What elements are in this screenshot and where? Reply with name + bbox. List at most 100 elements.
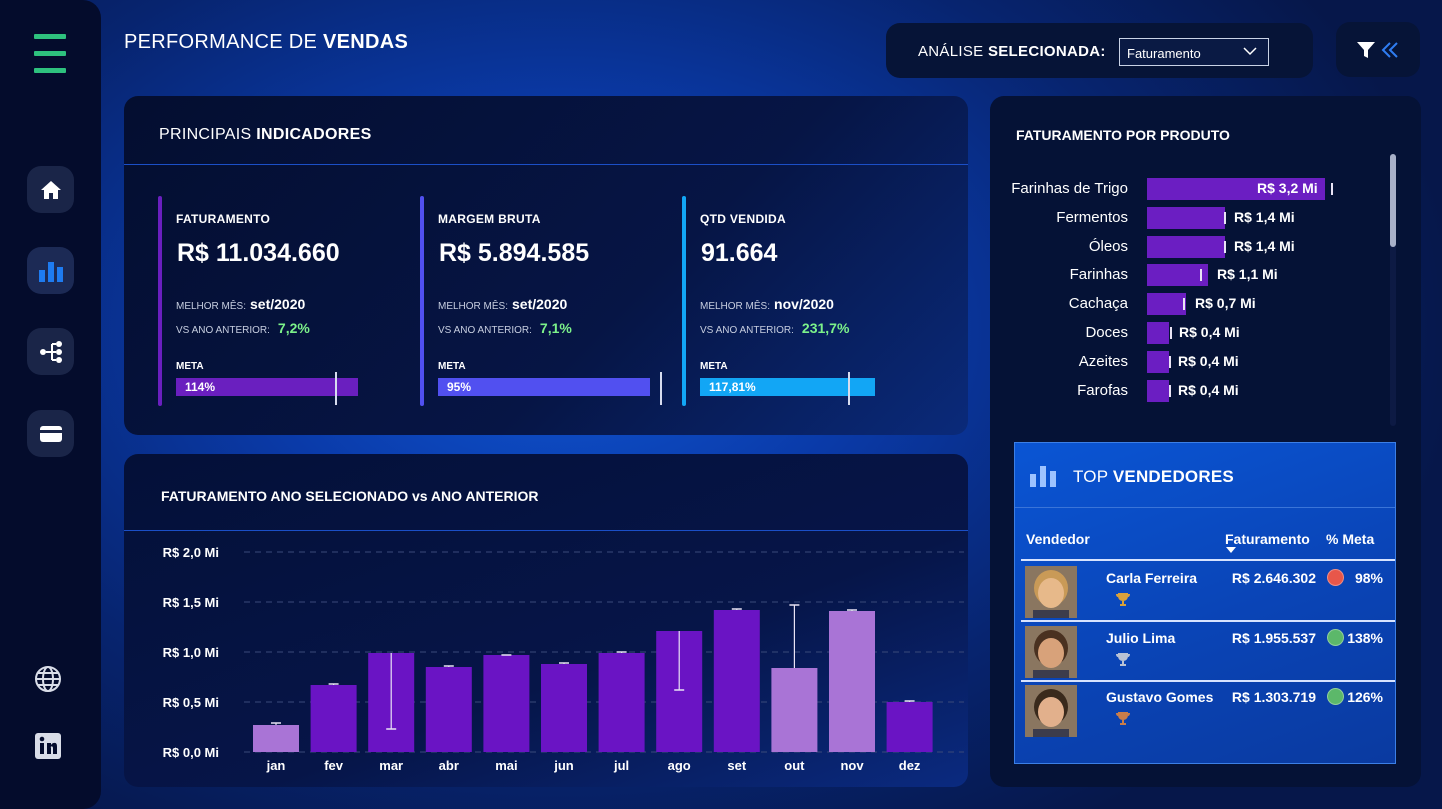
avatar (1025, 566, 1077, 618)
status-indicator-icon (1327, 688, 1344, 705)
column-header-meta[interactable]: % Meta (1326, 531, 1375, 547)
globe-icon[interactable] (33, 664, 63, 694)
x-tick-label: dez (899, 758, 921, 773)
bar-chart-icon (38, 261, 63, 282)
chart-bar (310, 685, 357, 752)
bar-chart-icon (1030, 466, 1056, 487)
seller-revenue: R$ 2.646.302 (1231, 570, 1316, 586)
x-tick-label: ago (668, 758, 691, 773)
kpi-vs-previous: VS ANO ANTERIOR: 231,7% (700, 320, 849, 336)
seller-meta-pct: 138% (1347, 629, 1383, 646)
table-row[interactable]: Carla Ferreira R$ 2.646.302 98% (1021, 563, 1391, 621)
product-row[interactable]: Farofas R$ 0,4 Mi (990, 379, 1390, 402)
meta-label: META (700, 361, 728, 372)
product-bar (1147, 293, 1186, 316)
analysis-dropdown[interactable]: Faturamento (1119, 38, 1269, 66)
y-tick-label: R$ 0,0 Mi (163, 745, 219, 760)
chart-bar (829, 611, 875, 752)
kpi-best-month: MELHOR MÊS: set/2020 (438, 296, 567, 312)
best-month-value: set/2020 (512, 296, 568, 312)
x-tick-label: out (784, 758, 805, 773)
seller-meta-pct: 98% (1354, 570, 1383, 586)
product-prev-marker (1200, 269, 1202, 282)
chart-bar (253, 725, 299, 752)
table-row[interactable]: Julio Lima R$ 1.955.537 138% (1021, 623, 1391, 681)
meta-target-marker (660, 372, 662, 405)
product-row[interactable]: Azeites R$ 0,4 Mi (990, 350, 1390, 373)
vs-value: 7,2% (277, 320, 310, 336)
product-name: Fermentos (1056, 208, 1128, 226)
kpi-card: PRINCIPAIS INDICADORES FATURAMENTO R$ 11… (124, 96, 968, 435)
x-tick-label: mar (379, 758, 403, 773)
product-value: R$ 0,4 Mi (1179, 324, 1240, 340)
product-row[interactable]: Óleos R$ 1,4 Mi (990, 235, 1390, 258)
chart-bar (483, 655, 530, 752)
x-tick-label: jun (553, 758, 574, 773)
page-title: PERFORMANCE DE VENDAS (124, 31, 408, 54)
product-scrollbar-track[interactable] (1390, 154, 1396, 426)
analysis-dropdown-value: Faturamento (1127, 46, 1201, 61)
product-row[interactable]: Doces R$ 0,4 Mi (990, 322, 1390, 344)
hamburger-menu-icon[interactable] (34, 34, 66, 76)
kpi-title-light: PRINCIPAIS (159, 126, 252, 143)
product-name: Cachaça (1068, 295, 1128, 313)
nav-card-button[interactable] (27, 410, 74, 457)
sidebar (0, 0, 101, 809)
table-row-separator (1021, 679, 1395, 682)
kpi-best-month: MELHOR MÊS: set/2020 (176, 296, 305, 312)
kpi-value: R$ 5.894.585 (439, 239, 590, 267)
analysis-selector-label: ANÁLISE SELECIONADA: (918, 43, 1106, 60)
y-tick-label: R$ 1,5 Mi (163, 595, 219, 610)
product-prev-marker (1183, 298, 1185, 311)
best-month-value: nov/2020 (774, 296, 834, 312)
product-prev-marker (1331, 183, 1333, 195)
y-tick-label: R$ 1,0 Mi (163, 645, 219, 660)
nav-home-button[interactable] (27, 166, 74, 213)
selector-label-light: ANÁLISE (918, 43, 984, 60)
kpi-qtd-vendida: QTD VENDIDA 91.664 MELHOR MÊS: nov/2020 V… (682, 196, 912, 406)
kpi-best-month: MELHOR MÊS: nov/2020 (700, 296, 834, 312)
product-value: R$ 0,4 Mi (1178, 381, 1239, 398)
nav-tree-button[interactable] (27, 328, 74, 375)
top-sellers-divider (1015, 507, 1395, 508)
product-row[interactable]: Farinhas R$ 1,1 Mi (990, 264, 1390, 287)
product-row[interactable]: Cachaça R$ 0,7 Mi (990, 293, 1390, 316)
x-tick-label: set (727, 758, 746, 773)
meta-label: META (438, 361, 466, 372)
x-tick-label: abr (439, 758, 459, 773)
column-header-revenue[interactable]: Faturamento (1225, 531, 1310, 547)
kpi-value: 91.664 (701, 239, 778, 267)
x-tick-label: mai (495, 758, 517, 773)
product-row[interactable]: Farinhas de Trigo R$ 3,2 Mi (990, 178, 1390, 200)
x-tick-label: jan (266, 758, 286, 773)
chart-bar (425, 667, 472, 752)
decomposition-tree-icon (39, 340, 62, 363)
product-prev-marker (1224, 240, 1226, 253)
page-title-bold: VENDAS (322, 31, 409, 53)
product-row[interactable]: Fermentos R$ 1,4 Mi (990, 206, 1390, 229)
product-scrollbar-thumb[interactable] (1390, 154, 1396, 247)
kpi-card-title: PRINCIPAIS INDICADORES (159, 126, 372, 144)
linkedin-icon[interactable] (33, 731, 63, 761)
nav-chart-button[interactable] (27, 247, 74, 294)
meta-target-marker (335, 372, 337, 405)
avatar (1025, 685, 1077, 737)
analysis-selector-panel: ANÁLISE SELECIONADA: Faturamento (886, 23, 1313, 78)
kpi-name: MARGEM BRUTA (438, 212, 541, 226)
product-value: R$ 3,2 Mi (1257, 180, 1318, 196)
chart-title: FATURAMENTO ANO SELECIONADO vs ANO ANTER… (161, 488, 539, 504)
product-name: Farofas (1077, 381, 1128, 399)
kpi-value: R$ 11.034.660 (177, 239, 340, 267)
table-row[interactable]: Gustavo Gomes R$ 1.303.719 126% (1021, 682, 1391, 740)
kpi-faturamento: FATURAMENTO R$ 11.034.660 MELHOR MÊS: set… (158, 196, 388, 406)
chart-bar (771, 668, 818, 752)
y-tick-label: R$ 0,5 Mi (163, 695, 219, 710)
column-header-seller[interactable]: Vendedor (1026, 531, 1090, 547)
product-prev-marker (1170, 327, 1172, 339)
product-bar (1147, 235, 1225, 258)
page-title-light: PERFORMANCE DE (124, 31, 318, 53)
table-row-separator (1021, 559, 1395, 561)
filter-panel-button[interactable] (1336, 22, 1420, 77)
product-bar (1147, 206, 1225, 229)
top-title-bold: VENDEDORES (1112, 467, 1234, 486)
